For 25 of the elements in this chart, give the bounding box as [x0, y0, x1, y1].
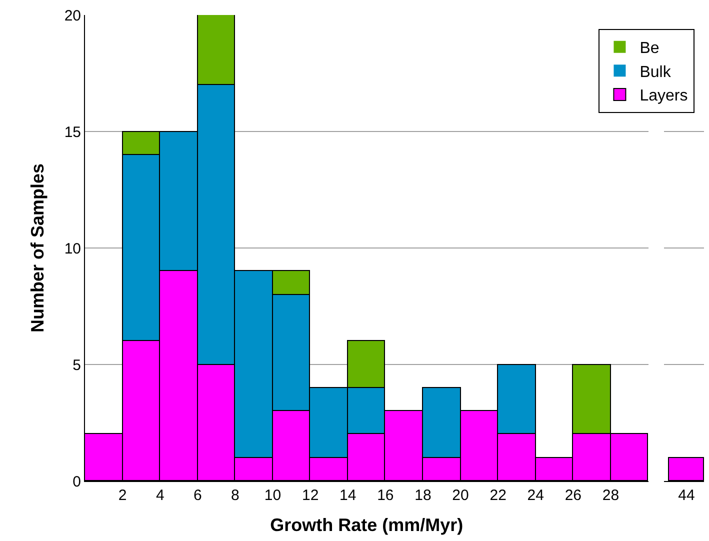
y-tick-label: 5: [72, 356, 81, 374]
legend-label: Be: [640, 40, 660, 58]
x-tick-label: 16: [377, 487, 394, 504]
x-tick-label: 44: [678, 487, 695, 504]
x-tick-label: 28: [602, 487, 620, 504]
y-axis-title: Number of Samples: [28, 163, 48, 333]
legend-label: Bulk: [640, 64, 672, 81]
x-tick-label: 6: [193, 487, 202, 504]
x-tick-label: 10: [264, 487, 282, 504]
x-tick-label: 2: [118, 487, 127, 504]
x-tick-label: 8: [231, 487, 240, 504]
x-tick-label: 12: [302, 487, 319, 504]
x-tick-label: 26: [564, 487, 582, 504]
x-tick-label: 24: [527, 487, 544, 504]
x-tick-label: 4: [156, 487, 164, 504]
y-tick-label: 10: [64, 240, 81, 258]
x-tick-label: 20: [452, 487, 469, 504]
x-tick-label: 18: [414, 487, 432, 504]
x-tick-label: 22: [490, 487, 506, 504]
y-tick-label: 20: [64, 7, 81, 24]
y-tick-label: 0: [72, 473, 81, 490]
x-tick-label: 14: [340, 487, 356, 504]
legend-label: Layers: [640, 88, 688, 105]
y-tick-label: 15: [64, 124, 81, 141]
x-axis-title: Growth Rate (mm/Myr): [270, 515, 464, 536]
